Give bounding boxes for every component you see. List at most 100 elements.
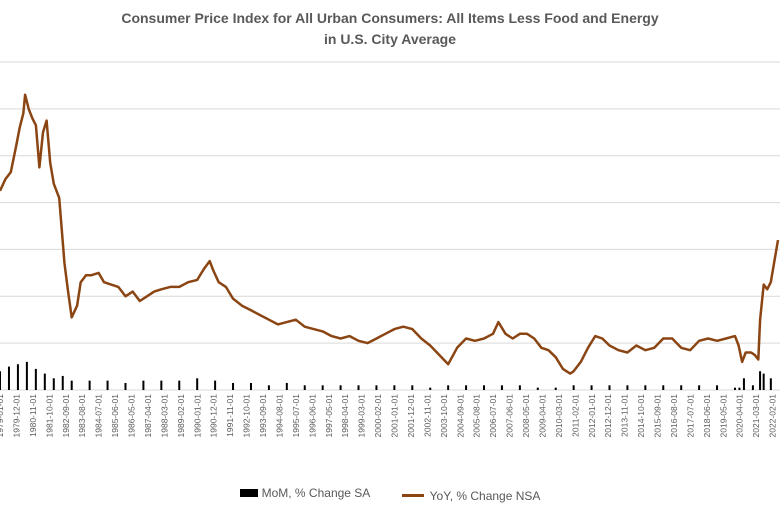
x-tick-label: 2006-07-01 [488,394,498,438]
mom-bar [483,385,486,390]
legend-item-mom: MoM, % Change SA [239,486,371,500]
mom-bar [644,385,647,390]
x-tick-label: 1979-12-01 [11,394,21,438]
x-tick-label: 1996-06-01 [307,394,317,438]
mom-bar [536,387,539,390]
mom-bar [465,385,468,390]
x-tick-label: 1991-11-01 [225,394,235,437]
legend-label-mom: MoM, % Change SA [261,486,371,500]
x-tick-label: 1990-12-01 [209,394,219,438]
mom-bar [762,373,765,390]
mom-bar [742,378,745,390]
mom-bar [738,387,741,390]
mom-bar [0,371,1,390]
x-tick-label: 2017-07-01 [685,394,695,438]
chart-title-line-2: in U.S. City Average [323,31,456,47]
mom-bar [160,380,163,390]
x-tick-label: 2014-10-01 [636,394,646,438]
mom-bar [751,385,754,390]
x-tick-label: 2010-03-01 [554,394,564,438]
mom-bar [196,378,199,390]
mom-bar [106,380,109,390]
x-tick-label: 2008-05-01 [521,394,531,438]
x-tick-label: 2004-09-01 [455,394,465,438]
x-tick-label: 1987-04-01 [143,394,153,438]
mom-bar [88,380,91,390]
mom-bar [249,382,252,390]
legend-swatch-mom [239,489,258,497]
x-tick-label: 1997-05-01 [324,394,334,438]
mom-bar [608,385,611,390]
x-tick-label: 2012-01-01 [587,394,597,438]
mom-bar [662,385,665,390]
x-tick-label: 1986-05-01 [127,394,137,438]
x-tick-label: 2002-11-01 [422,394,432,437]
x-tick-label: 1985-06-01 [110,394,120,438]
mom-bar [554,387,557,390]
mom-bar [698,385,701,390]
x-tick-label: 2001-12-01 [406,394,416,438]
yoy-line-series [0,93,780,375]
mom-bar [285,382,288,390]
mom-bar [232,382,235,390]
x-tick-label: 1983-08-01 [77,394,87,438]
mom-bar [572,385,575,390]
mom-bar [375,385,378,390]
mom-bar [339,385,342,390]
x-tick-label: 1995-07-01 [291,394,301,438]
x-tick-label: 1992-10-01 [242,394,252,438]
mom-bar [7,366,10,390]
mom-bar [733,387,736,390]
mom-bar [124,382,127,390]
mom-bar [70,380,73,390]
mom-bar [759,371,762,390]
mom-bar [267,385,270,390]
mom-bar [61,375,64,390]
mom-bar [16,364,19,390]
mom-bar [34,368,37,390]
mom-bar [25,361,28,390]
yoy-line [0,93,780,375]
mom-bar [52,378,55,390]
gridlines [0,61,780,391]
mom-bar-series [0,361,772,390]
mom-bar [590,385,593,390]
mom-bar [321,385,324,390]
x-tick-label: 1988-03-01 [159,394,169,438]
x-tick-label: 2009-04-01 [538,394,548,438]
mom-bar [411,385,414,390]
x-tick-label: 1999-03-01 [357,394,367,438]
x-tick-label: 1981-10-01 [44,394,54,438]
x-tick-label: 2015-09-01 [653,394,663,438]
mom-bar [429,387,432,390]
x-tick-label: 2007-06-01 [505,394,515,438]
x-tick-label: 2020-04-01 [735,394,745,438]
mom-bar [680,385,683,390]
x-tick-label: 1990-01-01 [192,394,202,438]
mom-bar [303,385,306,390]
x-tick-label: 2019-05-01 [718,394,728,438]
x-tick-label: 1994-08-01 [275,394,285,438]
x-tick-label: 2011-02-01 [570,394,580,437]
x-tick-label: 2013-11-01 [620,394,630,437]
x-tick-label: 1984-07-01 [94,394,104,438]
mom-bar [142,380,145,390]
x-tick-label: 1989-02-01 [176,394,186,438]
legend-label-yoy: YoY, % Change NSA [429,488,541,503]
x-tick-label: 2022-02-01 [768,394,778,438]
mom-bar [769,378,772,390]
x-tick-label: 1979-01-01 [0,394,5,438]
mom-bar [178,380,181,390]
x-tick-label: 1998-04-01 [340,394,350,438]
x-tick-label: 2001-01-01 [390,394,400,438]
chart-legend: MoM, % Change SA YoY, % Change NSA [0,486,780,503]
legend-swatch-yoy [401,494,424,497]
x-tick-label: 2003-10-01 [439,394,449,438]
chart-title-line-1: Consumer Price Index for All Urban Consu… [121,10,659,26]
x-tick-label: 1980-11-01 [28,394,38,437]
x-tick-label: 2018-06-01 [702,394,712,438]
mom-bar [518,385,521,390]
x-tick-label: 2021-03-01 [751,394,761,438]
mom-bar [500,385,503,390]
